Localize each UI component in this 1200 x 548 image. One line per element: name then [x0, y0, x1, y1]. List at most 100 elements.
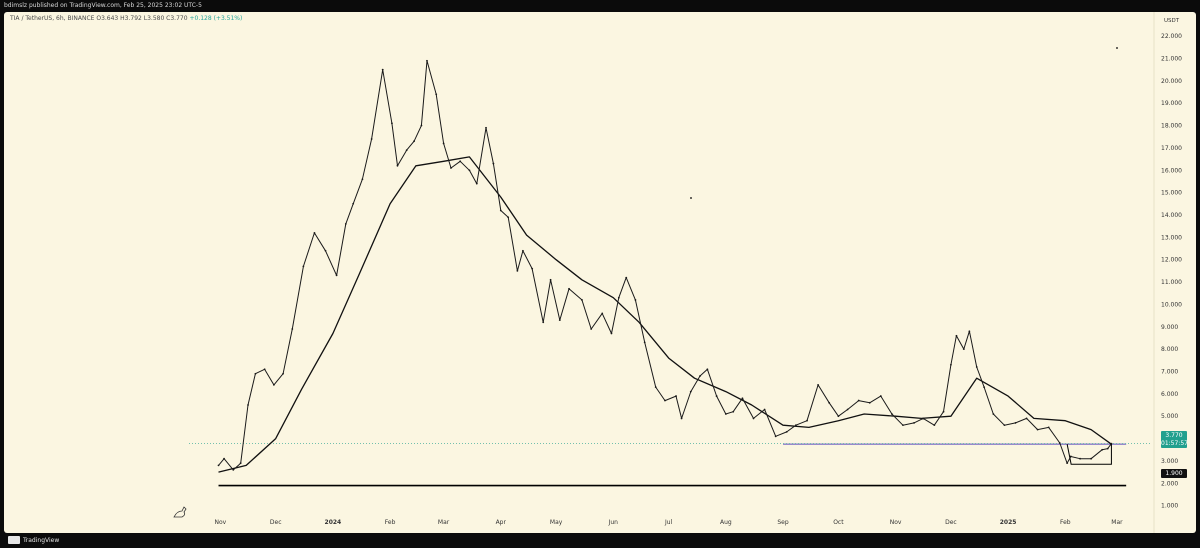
price-point [913, 422, 915, 424]
publisher-bar: bdimslz published on TradingView.com, Fe… [0, 0, 1200, 12]
price-chart[interactable]: 1.0002.0003.0004.0005.0006.0007.0008.000… [4, 12, 1196, 533]
price-point [405, 149, 408, 152]
price-point [254, 372, 257, 375]
price-point [1101, 448, 1104, 451]
price-point [968, 330, 971, 333]
price-point [485, 126, 487, 129]
price-point [774, 435, 777, 438]
x-tick-label: Aug [720, 519, 732, 526]
price-point [634, 299, 637, 301]
x-tick-label: Apr [496, 519, 507, 526]
price-point [516, 269, 519, 272]
price-point [352, 202, 355, 205]
current-price-value: 3.770 [1165, 432, 1183, 439]
price-point [239, 462, 242, 465]
y-tick-label: 10.000 [1161, 301, 1182, 308]
y-tick-label: 18.000 [1161, 123, 1182, 130]
price-point [291, 328, 294, 330]
price-point [435, 93, 438, 96]
price-point [542, 321, 545, 324]
price-point [1036, 428, 1039, 431]
x-tick-label: 2024 [325, 519, 342, 526]
price-point [492, 162, 495, 165]
price-point [335, 274, 338, 277]
footer-bar: TradingView [0, 533, 1200, 548]
chart-panel[interactable]: 1.0002.0003.0004.0005.0006.0007.0008.000… [4, 12, 1196, 533]
price-point [763, 408, 766, 411]
price-line [218, 60, 1112, 471]
y-tick-label: 7.000 [1161, 368, 1178, 375]
moving-average-line [218, 156, 1112, 473]
price-point [732, 410, 735, 413]
price-point [680, 417, 683, 420]
price-point [549, 278, 552, 281]
price-point [785, 430, 788, 433]
price-point [391, 122, 393, 125]
price-point [654, 386, 657, 389]
price-point [1025, 417, 1028, 420]
price-point [699, 375, 701, 377]
price-axis-unit: USDT [1164, 18, 1180, 24]
x-tick-label: Dec [270, 519, 282, 526]
y-tick-label: 21.000 [1161, 55, 1182, 62]
x-tick-label: 2025 [1000, 519, 1017, 526]
price-point [1066, 462, 1069, 465]
y-tick-label: 17.000 [1161, 145, 1182, 152]
x-tick-label: Jul [664, 519, 673, 526]
price-point [475, 182, 478, 185]
y-tick-label: 5.000 [1161, 413, 1178, 420]
x-tick-label: Dec [945, 519, 957, 526]
price-point [950, 363, 952, 366]
y-tick-label: 14.000 [1161, 212, 1182, 219]
price-point [558, 319, 561, 321]
y-tick-label: 12.000 [1161, 257, 1182, 264]
x-tick-label: Mar [1111, 519, 1123, 526]
y-tick-label: 1.000 [1161, 503, 1178, 510]
y-tick-label: 2.000 [1161, 480, 1178, 487]
brand-name: TradingView [23, 536, 60, 544]
price-point [625, 276, 628, 279]
price-point [879, 395, 882, 397]
range-bracket [1066, 444, 1112, 465]
price-point [962, 348, 965, 351]
price-point [590, 328, 593, 330]
price-point [1090, 457, 1093, 460]
price-point [675, 395, 677, 397]
price-point [795, 424, 797, 427]
price-point [942, 410, 945, 413]
price-point [689, 390, 692, 393]
price-point [610, 332, 613, 335]
y-tick-label: 6.000 [1161, 391, 1178, 398]
support-level-tag: 1.900 [1161, 469, 1187, 478]
price-point [752, 417, 755, 420]
price-point [413, 140, 415, 143]
price-point [741, 397, 744, 400]
price-point [507, 216, 510, 219]
tradingview-icon [8, 536, 20, 544]
price-point [361, 178, 364, 181]
price-point [715, 395, 718, 397]
price-point [806, 419, 808, 422]
price-point [902, 424, 904, 427]
price-point [617, 296, 620, 299]
price-point [955, 334, 958, 337]
y-tick-label: 8.000 [1161, 346, 1178, 353]
x-tick-label: Nov [890, 519, 902, 526]
price-point [664, 399, 666, 402]
stray-dot [690, 197, 692, 199]
price-point [706, 368, 709, 371]
x-tick-label: May [550, 519, 563, 526]
symbol-header: TIA / TetherUS, 6h, BINANCE O3.643 H3.79… [10, 15, 242, 22]
price-point [531, 267, 534, 270]
price-point [581, 299, 583, 301]
price-point [857, 399, 860, 402]
price-change: +0.128 (+3.51%) [189, 15, 243, 22]
price-point [232, 468, 235, 471]
price-point [223, 457, 225, 460]
y-tick-label: 19.000 [1161, 100, 1182, 107]
tradingview-logo[interactable]: TradingView [8, 536, 59, 544]
bar-countdown: 01:57:57 [1161, 440, 1188, 447]
price-point [1058, 442, 1061, 444]
price-point [817, 384, 819, 386]
price-point [568, 287, 570, 290]
